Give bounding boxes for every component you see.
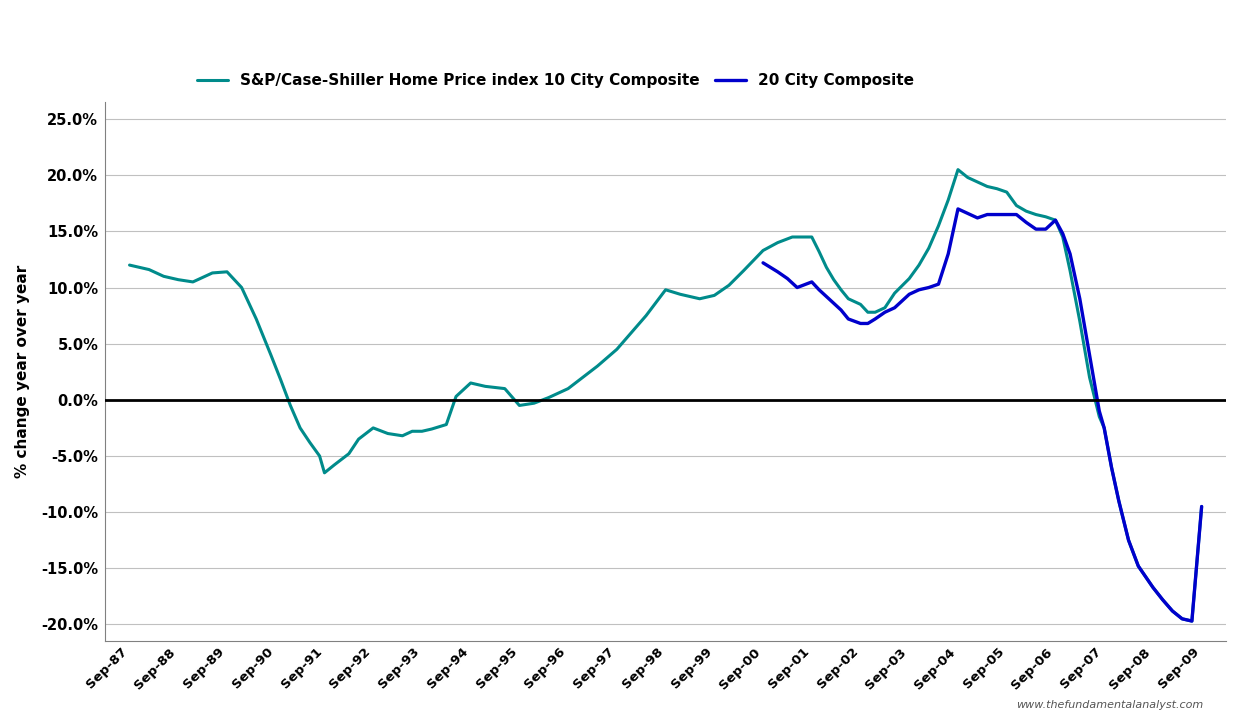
20 City Composite [1062, 249, 1077, 258]
S&P/Case-Shiller Home Price index 10 City Composite [395, 431, 410, 440]
20 City Composite [812, 286, 827, 294]
20 City Composite [1039, 225, 1054, 234]
20 City Composite [912, 286, 927, 294]
20 City Composite [867, 314, 882, 323]
20 City Composite [1112, 497, 1127, 505]
20 City Composite [763, 263, 778, 272]
Line: S&P/Case-Shiller Home Price index 10 City Composite: S&P/Case-Shiller Home Price index 10 Cit… [129, 169, 1201, 621]
20 City Composite [1184, 616, 1199, 625]
20 City Composite [841, 314, 856, 323]
20 City Composite [853, 319, 867, 328]
Y-axis label: % change year over year: % change year over year [15, 265, 30, 479]
20 City Composite [1175, 614, 1190, 623]
20 City Composite [951, 205, 965, 213]
20 City Composite [1155, 596, 1170, 604]
20 City Composite [931, 280, 946, 288]
20 City Composite [999, 211, 1014, 219]
20 City Composite [756, 259, 771, 267]
20 City Composite [789, 283, 804, 292]
20 City Composite [1097, 423, 1112, 432]
20 City Composite [877, 308, 892, 317]
20 City Composite [1019, 218, 1034, 226]
20 City Composite [1029, 225, 1044, 234]
20 City Composite [941, 249, 956, 258]
S&P/Case-Shiller Home Price index 10 City Composite [834, 286, 849, 294]
Line: 20 City Composite: 20 City Composite [763, 209, 1201, 621]
20 City Composite [1145, 583, 1160, 592]
Text: www.thefundamentalanalyst.com: www.thefundamentalanalyst.com [1016, 700, 1204, 710]
S&P/Case-Shiller Home Price index 10 City Composite [122, 261, 137, 270]
20 City Composite [1165, 606, 1180, 615]
20 City Composite [1131, 562, 1145, 570]
S&P/Case-Shiller Home Price index 10 City Composite [414, 427, 429, 435]
S&P/Case-Shiller Home Price index 10 City Composite [1175, 614, 1190, 623]
20 City Composite [961, 209, 975, 218]
20 City Composite [1047, 216, 1062, 224]
20 City Composite [1121, 536, 1136, 544]
20 City Composite [970, 213, 985, 222]
20 City Composite [902, 290, 917, 298]
20 City Composite [781, 274, 795, 283]
20 City Composite [860, 319, 875, 328]
20 City Composite [1194, 503, 1209, 511]
S&P/Case-Shiller Home Price index 10 City Composite [1072, 317, 1087, 326]
20 City Composite [1104, 463, 1119, 472]
20 City Composite [1009, 211, 1024, 219]
20 City Composite [827, 299, 841, 308]
Legend: S&P/Case-Shiller Home Price index 10 City Composite, 20 City Composite: S&P/Case-Shiller Home Price index 10 Cit… [191, 67, 920, 94]
20 City Composite [921, 283, 936, 292]
20 City Composite [980, 211, 995, 219]
20 City Composite [819, 292, 834, 301]
S&P/Case-Shiller Home Price index 10 City Composite [951, 165, 965, 174]
20 City Composite [771, 267, 786, 276]
20 City Composite [1082, 350, 1097, 359]
20 City Composite [1055, 229, 1070, 238]
20 City Composite [887, 304, 902, 312]
S&P/Case-Shiller Home Price index 10 City Composite [1194, 503, 1209, 511]
20 City Composite [804, 278, 819, 286]
20 City Composite [1092, 407, 1107, 415]
20 City Composite [834, 306, 849, 314]
S&P/Case-Shiller Home Price index 10 City Composite [1184, 616, 1199, 625]
S&P/Case-Shiller Home Price index 10 City Composite [283, 401, 298, 410]
20 City Composite [989, 211, 1004, 219]
20 City Composite [1072, 294, 1087, 303]
